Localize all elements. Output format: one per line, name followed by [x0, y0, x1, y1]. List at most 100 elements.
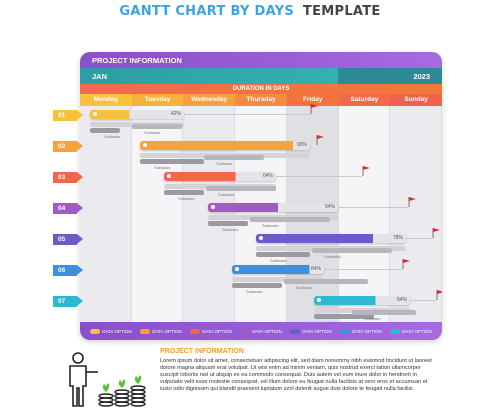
- milestone-flag-icon: [316, 135, 324, 145]
- year-label: 2023: [338, 68, 442, 84]
- row-tab-04: 04: [53, 203, 83, 214]
- project-info-bar: PROJECT INFORMATION: [80, 52, 442, 68]
- gantt-board: PROJECT INFORMATION JAN 2023 DURATION IN…: [80, 52, 442, 340]
- subtask-label: Subtasks: [364, 316, 381, 321]
- dependency-line: [338, 207, 408, 208]
- legend-swatch: [290, 328, 301, 334]
- day-header-monday: Monday: [80, 94, 132, 106]
- dependency-line: [324, 269, 402, 270]
- legend-item: DATA OPTION: [290, 328, 332, 334]
- task-bar-03[interactable]: 64%: [164, 172, 276, 181]
- task-percent: 42%: [170, 111, 181, 117]
- dependency-line: [276, 176, 362, 177]
- info-text: Lorem ipsum dolor sit amet, consectetuer…: [160, 358, 432, 392]
- legend-item: DATA OPTION: [240, 328, 282, 334]
- subtask-label: Subtasks: [216, 161, 233, 166]
- subtask-bar[interactable]: [256, 252, 310, 257]
- day-header-thursday: Thursday: [235, 94, 287, 106]
- task-percent: 90%: [296, 142, 307, 148]
- task-bar-05[interactable]: 78%: [256, 234, 406, 243]
- legend-label: DATA OPTION: [402, 328, 432, 334]
- day-column: [286, 106, 339, 322]
- task-dot: [235, 267, 239, 271]
- subtask-bar[interactable]: [90, 128, 120, 133]
- title-suffix: TEMPLATE: [302, 4, 381, 19]
- row-tab-03: 03: [53, 172, 83, 183]
- task-track: [232, 277, 324, 282]
- subtask-bar[interactable]: [204, 155, 264, 160]
- subtask-bar[interactable]: [132, 124, 182, 129]
- milestone-flag-icon: [402, 259, 410, 269]
- day-column: [131, 106, 184, 322]
- subtask-label: Subtasks: [154, 165, 171, 170]
- task-dot: [259, 236, 263, 240]
- duration-header: DURATION IN DAYS: [80, 84, 442, 94]
- dependency-line: [410, 300, 436, 301]
- subtask-label: Subtasks: [324, 254, 341, 259]
- legend-item: DATA OPTION: [90, 328, 132, 334]
- day-header-saturday: Saturday: [338, 94, 391, 106]
- legend-label: DATA OPTION: [352, 328, 382, 334]
- subtask-bar[interactable]: [312, 248, 392, 253]
- page-title: GANTT CHART BY DAYS TEMPLATE: [0, 4, 500, 19]
- task-dot: [93, 112, 97, 116]
- subtask-label: Subtasks: [104, 134, 121, 139]
- subtask-label: Subtasks: [270, 258, 287, 263]
- days-header: Monday Tuesday Wednesday Thursday Friday Satu…: [80, 94, 442, 106]
- legend-label: DATA OPTION: [252, 328, 282, 334]
- subtask-bar[interactable]: [206, 186, 276, 191]
- task-percent: 64%: [396, 297, 407, 303]
- subtask-label: Subtasks: [246, 289, 263, 294]
- task-bar-06[interactable]: 84%: [232, 265, 324, 274]
- subtask-label: Subtasks: [178, 196, 195, 201]
- month-row: JAN 2023: [80, 68, 442, 84]
- task-bar-02[interactable]: 90%: [140, 141, 310, 150]
- task-dot: [211, 205, 215, 209]
- task-dot: [317, 298, 321, 302]
- subtask-bar[interactable]: [314, 314, 374, 319]
- subtask-bar[interactable]: [140, 159, 204, 164]
- legend-swatch: [340, 328, 351, 334]
- task-percent: 84%: [310, 266, 321, 272]
- legend-label: DATA OPTION: [152, 328, 182, 334]
- subtask-label: Subtasks: [262, 223, 279, 228]
- row-tab-06: 06: [53, 265, 83, 276]
- day-column: [80, 106, 132, 322]
- legend: DATA OPTION DATA OPTION DATA OPTION DATA OP…: [80, 322, 442, 340]
- subtask-bar[interactable]: [284, 279, 368, 284]
- dependency-line: [406, 238, 432, 239]
- milestone-flag-icon: [436, 290, 442, 300]
- task-percent: 78%: [392, 235, 403, 241]
- subtask-bar[interactable]: [352, 310, 416, 315]
- subtask-bar[interactable]: [164, 190, 204, 195]
- day-column: [338, 106, 391, 322]
- milestone-flag-icon: [310, 104, 318, 114]
- dependency-line: [184, 114, 310, 115]
- title-main: GANTT CHART BY DAYS: [119, 4, 295, 19]
- task-bar-04[interactable]: 54%: [208, 203, 338, 212]
- legend-swatch: [140, 328, 151, 334]
- legend-swatch: [240, 328, 251, 334]
- milestone-flag-icon: [362, 166, 370, 176]
- subtask-bar[interactable]: [208, 221, 248, 226]
- legend-item: DATA OPTION: [340, 328, 382, 334]
- row-tab-02: 02: [53, 141, 83, 152]
- task-bar-07[interactable]: 64%: [314, 296, 410, 305]
- task-dot: [143, 143, 147, 147]
- row-tab-01: 01: [53, 110, 83, 121]
- info-title: PROJECT INFORMATION: [160, 348, 244, 355]
- person-coins-icon: [69, 352, 146, 407]
- milestone-flag-icon: [432, 228, 440, 238]
- subtask-bar[interactable]: [232, 283, 282, 288]
- task-bar-01[interactable]: 42%: [90, 110, 184, 119]
- subtask-label: Subtasks: [222, 227, 239, 232]
- legend-label: DATA OPTION: [302, 328, 332, 334]
- subtask-label: Subtasks: [218, 192, 235, 197]
- subtask-label: Subtasks: [144, 130, 161, 135]
- day-header-friday: Friday: [286, 94, 339, 106]
- legend-label: DATA OPTION: [202, 328, 232, 334]
- day-column: [183, 106, 236, 322]
- legend-swatch: [90, 328, 101, 334]
- day-column: [390, 106, 442, 322]
- subtask-bar[interactable]: [250, 217, 330, 222]
